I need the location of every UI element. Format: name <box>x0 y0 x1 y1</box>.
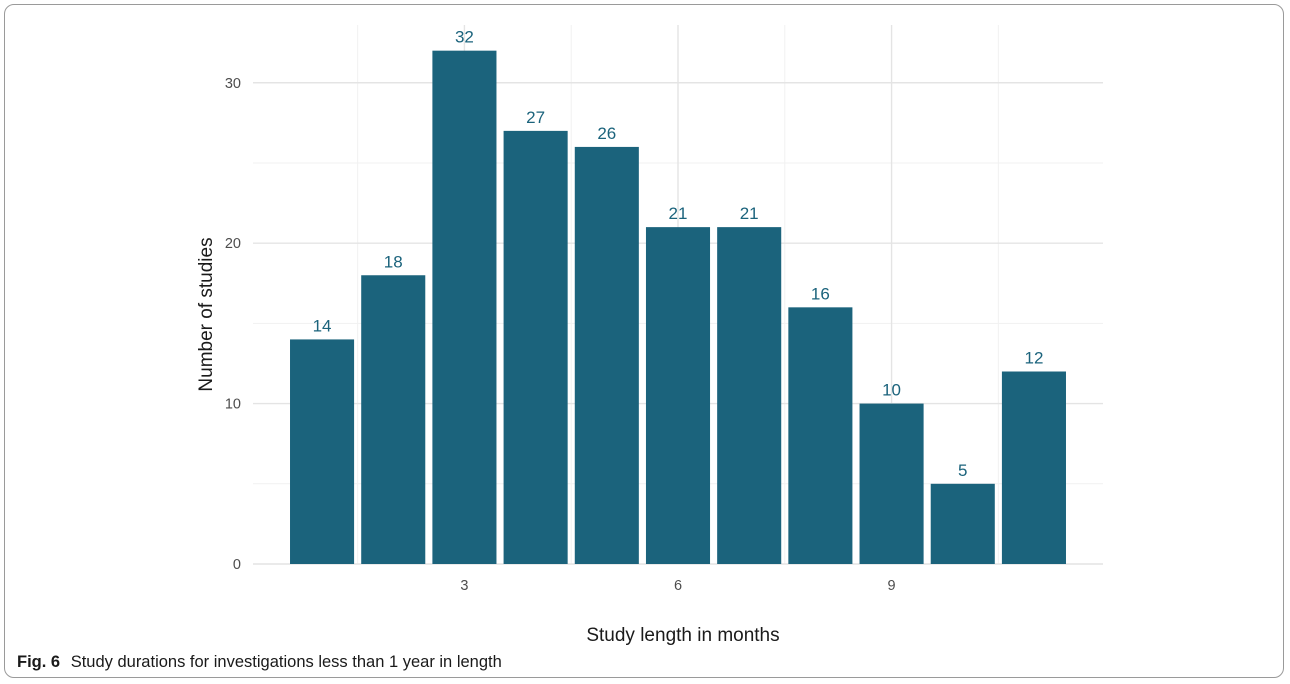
bar-value-label: 5 <box>958 461 967 480</box>
bar <box>788 307 853 564</box>
bar <box>432 50 497 564</box>
bar-chart: 0 10 20 30 3 6 9 14 18 32 27 26 21 21 16 10 5 12 Study len… <box>196 25 1103 646</box>
bar <box>645 227 711 564</box>
bar-value-label: 18 <box>384 252 403 271</box>
y-tick-label: 10 <box>225 397 241 413</box>
bar <box>574 146 639 564</box>
bar-value-label: 14 <box>313 316 332 335</box>
bar-value-label: 12 <box>1024 349 1043 368</box>
x-tick-label: 6 <box>674 578 682 594</box>
bar-value-label: 10 <box>882 381 901 400</box>
x-tick-label: 3 <box>460 578 468 594</box>
bar <box>859 403 924 564</box>
figure-caption: Fig. 6 Study durations for investigation… <box>17 653 502 672</box>
bar-value-label: 16 <box>811 284 830 303</box>
y-tick-label: 20 <box>225 236 241 252</box>
x-axis-title: Study length in months <box>586 625 779 646</box>
x-tick-label: 9 <box>888 578 896 594</box>
bar <box>361 275 426 564</box>
y-tick-label: 30 <box>225 76 241 92</box>
bar <box>290 339 355 564</box>
bar-value-label: 32 <box>455 28 474 47</box>
bar <box>1001 371 1066 564</box>
bar <box>503 130 568 564</box>
bar-value-label: 27 <box>526 108 545 127</box>
figure-frame: 0 10 20 30 3 6 9 14 18 32 27 26 21 21 16 10 5 12 Study len… <box>4 4 1284 678</box>
bar-value-label: 21 <box>669 204 688 223</box>
bar-value-label: 21 <box>740 204 759 223</box>
bar-value-label: 26 <box>597 124 616 143</box>
bar <box>717 227 782 564</box>
figure-label: Fig. 6 <box>17 653 61 671</box>
y-axis-title: Number of studies <box>196 237 217 391</box>
y-tick-label: 0 <box>233 557 241 573</box>
bar <box>930 483 995 564</box>
figure-caption-text: Study durations for investigations less … <box>70 653 502 671</box>
